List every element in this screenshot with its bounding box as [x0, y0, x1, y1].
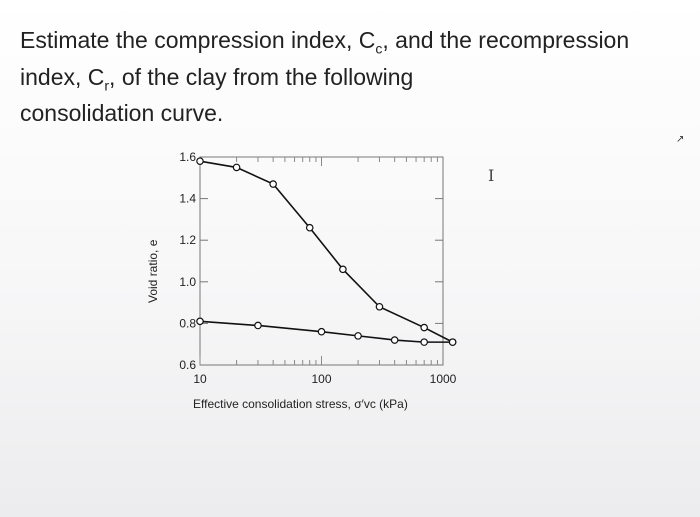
x-tick-label: 1000	[430, 372, 457, 386]
y-axis-title: Void ratio, e	[146, 239, 160, 303]
data-point	[317, 327, 326, 336]
question-line-1: Estimate the compression index, Cc, and …	[20, 27, 630, 57]
y-tick-label: 1.0	[179, 275, 196, 289]
x-tick-label: 10	[193, 372, 207, 386]
text-cursor-icon: I	[488, 166, 495, 185]
series-line-2	[199, 320, 453, 343]
data-point	[390, 336, 399, 344]
tick-labels: 0.6 0.8 1.0 1.2 1.4 1.6 10 100 1000	[179, 150, 456, 386]
data-point	[420, 323, 428, 332]
data-point	[254, 321, 262, 330]
y-tick-label: 0.6	[179, 358, 196, 372]
y-tick-label: 1.6	[179, 150, 196, 164]
question-line-3: consolidation curve.	[20, 100, 224, 127]
question-text: Estimate the compression index, Cc, and …	[20, 26, 690, 127]
data-point	[375, 302, 384, 311]
data-point	[196, 157, 204, 165]
data-point	[305, 223, 314, 232]
data-point	[196, 317, 204, 326]
y-tick-label: 1.2	[179, 233, 196, 247]
data-series	[196, 157, 457, 346]
x-axis-title: Effective consolidation stress, σ′vc (kP…	[193, 397, 408, 411]
y-tick-label: 1.4	[179, 192, 196, 206]
question-line-2: index, Cr, of the clay from the followin…	[20, 63, 414, 94]
x-tick-label: 100	[311, 372, 331, 386]
data-point	[354, 332, 362, 340]
data-point	[232, 163, 241, 172]
data-point	[269, 180, 277, 188]
data-point	[448, 338, 457, 346]
y-tick-label: 0.8	[179, 316, 196, 330]
data-point	[420, 338, 428, 346]
series-line-1	[199, 160, 453, 343]
arrow-icon: ↗	[676, 134, 685, 145]
data-point	[339, 265, 347, 274]
